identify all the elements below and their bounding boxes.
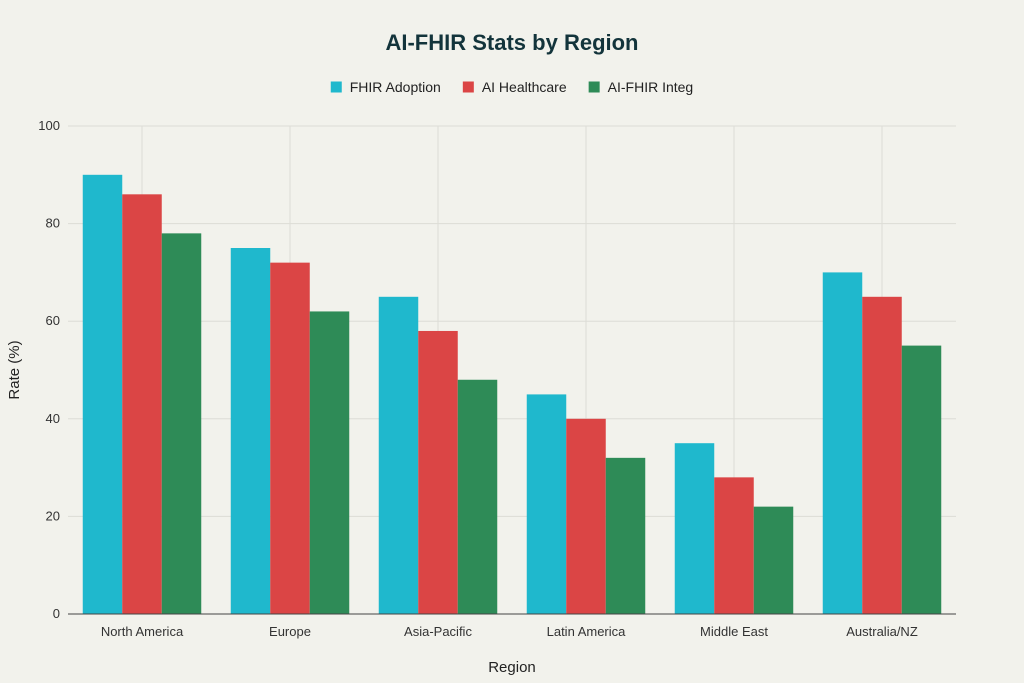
y-tick-label: 0 <box>53 606 60 621</box>
y-tick-label: 20 <box>46 508 60 523</box>
x-tick-label: Europe <box>269 624 311 639</box>
bar <box>161 233 202 615</box>
bar <box>270 262 310 614</box>
bar <box>674 443 715 614</box>
y-tick-label: 100 <box>38 118 60 133</box>
bar <box>122 194 162 614</box>
y-tick-label: 60 <box>46 313 60 328</box>
bar <box>566 418 606 614</box>
bars <box>82 174 942 615</box>
bar <box>418 330 458 614</box>
x-axis-label: Region <box>488 659 536 676</box>
legend-label: AI Healthcare <box>482 79 567 95</box>
legend-swatch <box>588 81 600 93</box>
legend: FHIR Adoption AI Healthcare AI-FHIR Integ <box>330 79 694 95</box>
bar <box>714 477 754 614</box>
bar <box>822 272 863 614</box>
chart-title: AI-FHIR Stats by Region <box>385 30 638 55</box>
x-tick-label: Asia-Pacific <box>404 624 472 639</box>
y-tick-label: 80 <box>46 216 60 231</box>
legend-swatch <box>462 81 474 93</box>
bar <box>605 457 646 614</box>
bar <box>862 296 902 614</box>
bar <box>378 296 419 614</box>
bar <box>82 174 123 615</box>
x-axis-ticks: North America Europe Asia-Pacific Latin Ame… <box>101 624 918 639</box>
x-tick-label: Middle East <box>700 624 768 639</box>
y-tick-label: 40 <box>46 411 60 426</box>
legend-label: FHIR Adoption <box>350 79 441 95</box>
bar <box>526 394 567 614</box>
bar <box>457 379 498 614</box>
y-axis-ticks: 0 20 40 60 80 100 <box>38 118 60 621</box>
bar <box>753 506 794 614</box>
bar <box>230 248 271 614</box>
bar <box>901 345 942 614</box>
x-tick-label: Latin America <box>547 624 627 639</box>
y-axis-label: Rate (%) <box>6 340 23 399</box>
bar <box>309 311 350 614</box>
legend-label: AI-FHIR Integ <box>608 79 694 95</box>
x-tick-label: North America <box>101 624 184 639</box>
x-tick-label: Australia/NZ <box>846 624 918 639</box>
legend-swatch <box>330 81 342 93</box>
